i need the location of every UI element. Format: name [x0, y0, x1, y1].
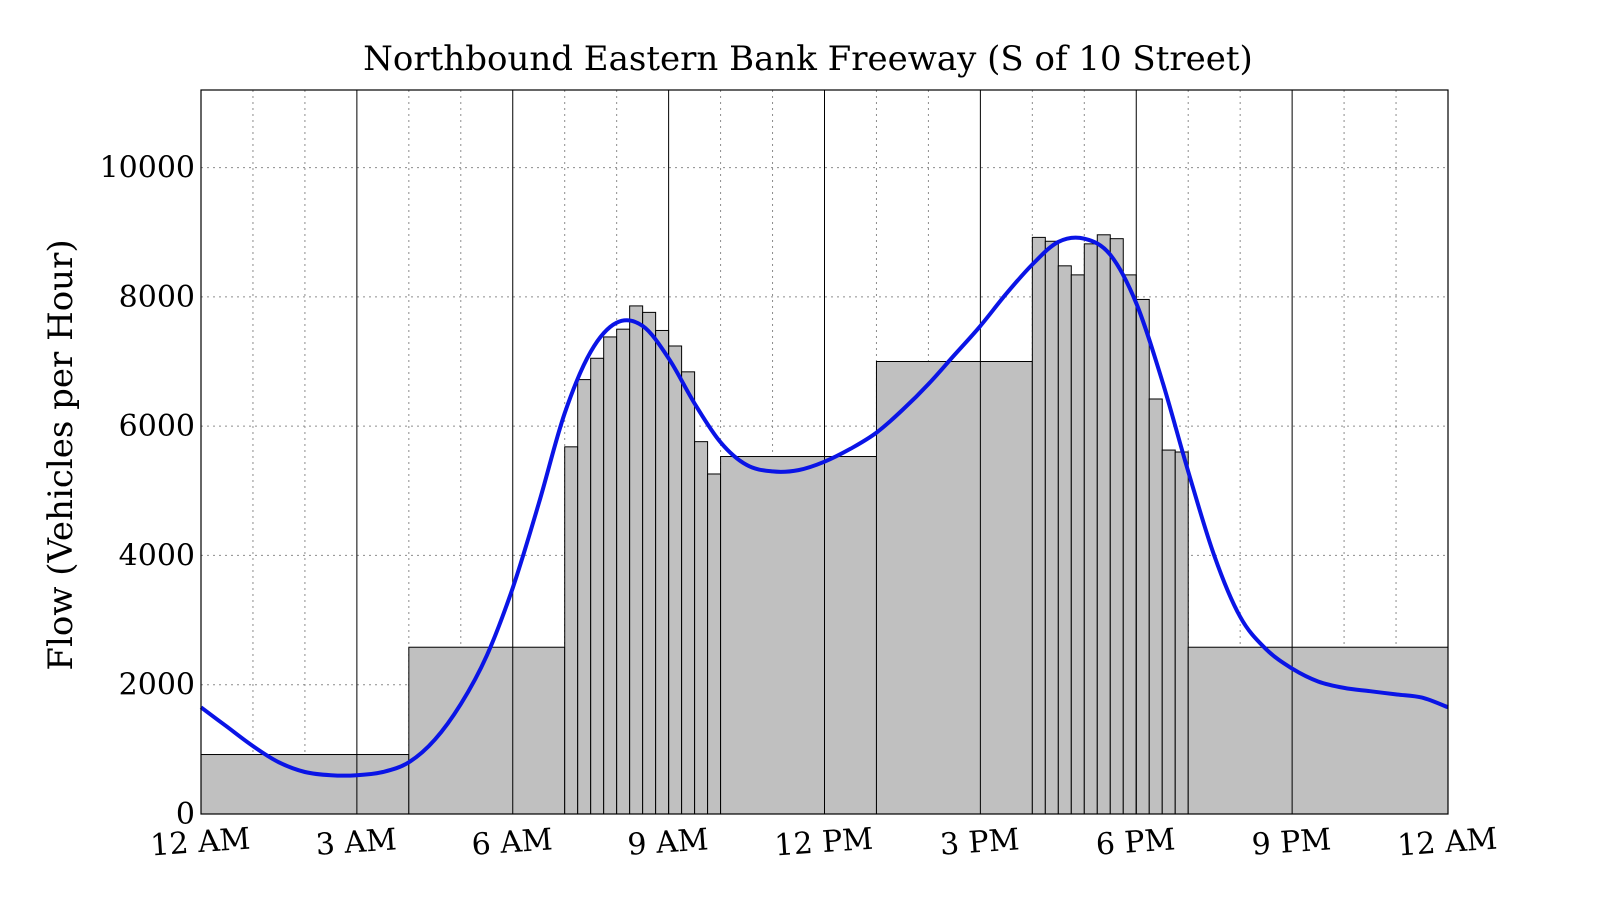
bar	[1187, 646, 1449, 815]
bar	[590, 357, 605, 815]
bar	[200, 754, 410, 815]
y-tick-label: 8000	[119, 280, 195, 315]
x-tick-label: 3 PM	[939, 822, 1021, 862]
bar	[694, 441, 709, 815]
bar	[629, 305, 644, 815]
bar	[1135, 298, 1150, 815]
chart-title: Northbound Eastern Bank Freeway (S of 10…	[363, 39, 1253, 79]
bar	[1070, 274, 1085, 815]
bar	[616, 328, 631, 815]
bar	[655, 329, 670, 815]
plot-frame	[200, 89, 1449, 815]
bar	[668, 345, 683, 815]
x-tick-label: 12 PM	[773, 822, 874, 864]
bar	[1057, 265, 1072, 815]
y-tick-label: 10000	[100, 151, 195, 186]
x-tick-label: 9 AM	[626, 822, 709, 863]
bar	[1031, 236, 1046, 815]
vertical-gridlines	[356, 90, 1293, 814]
y-tick-labels: 0 2000 4000 6000 8000 10000	[100, 151, 195, 832]
bar	[875, 361, 1033, 815]
x-tick-label: 6 AM	[470, 822, 553, 863]
bar	[1122, 274, 1137, 815]
bar	[577, 379, 592, 815]
bar	[1109, 238, 1124, 815]
bar	[1161, 449, 1176, 815]
bar	[1096, 234, 1111, 815]
x-tick-label: 12 AM	[149, 822, 251, 864]
y-tick-label: 0	[176, 797, 195, 832]
bar	[1044, 240, 1059, 815]
bar	[681, 371, 696, 815]
x-tick-label: 3 AM	[315, 822, 398, 863]
x-tick-label: 12 AM	[1396, 822, 1498, 864]
bar	[642, 311, 657, 815]
bars	[200, 234, 1449, 815]
bar	[603, 336, 618, 815]
y-axis-label: Flow (Vehicles per Hour)	[41, 239, 81, 670]
x-tick-label: 9 PM	[1251, 822, 1333, 862]
flow-curve	[199, 235, 1449, 778]
y-tick-label: 2000	[119, 668, 195, 703]
y-tick-label: 6000	[119, 409, 195, 444]
bar	[1148, 398, 1163, 815]
bar	[720, 456, 877, 815]
bar	[564, 446, 579, 815]
y-tick-label: 4000	[119, 538, 195, 573]
bar	[1174, 451, 1189, 815]
bar	[1083, 243, 1098, 815]
x-tick-label: 6 PM	[1095, 822, 1177, 862]
bar	[408, 646, 566, 815]
bar	[707, 473, 722, 815]
x-tick-labels: 12 AM 3 AM 6 AM 9 AM 12 PM 3 PM 6 PM 9 PM 12 AM	[149, 822, 1498, 864]
